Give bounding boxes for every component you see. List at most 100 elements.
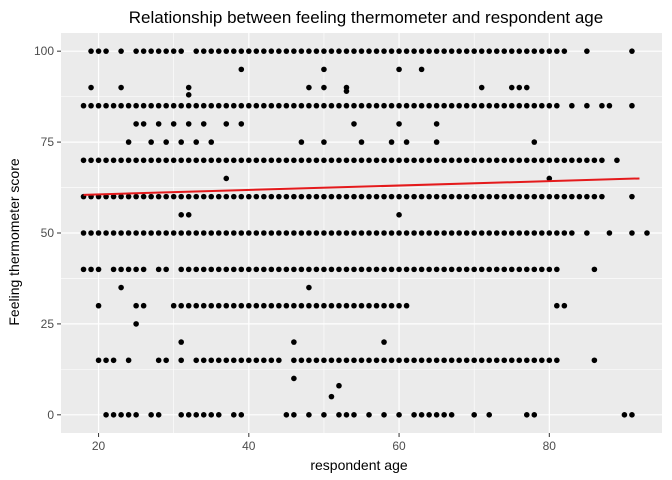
data-point: [253, 302, 260, 309]
data-point: [351, 121, 357, 127]
data-point: [298, 266, 305, 273]
data-point: [200, 266, 207, 273]
data-point: [291, 157, 297, 164]
data-point: [426, 412, 432, 418]
data-point: [238, 48, 245, 54]
data-point: [268, 102, 275, 109]
data-point: [268, 302, 275, 309]
data-point: [230, 412, 237, 418]
data-point: [388, 102, 395, 109]
data-point: [321, 48, 327, 54]
data-point: [118, 266, 124, 273]
data-point: [306, 302, 312, 309]
data-point: [298, 193, 305, 200]
data-point: [351, 102, 357, 109]
data-point: [336, 382, 342, 389]
data-point: [418, 357, 425, 364]
data-point: [463, 357, 470, 364]
data-point: [599, 157, 605, 164]
data-point: [456, 230, 462, 236]
data-point: [343, 48, 350, 54]
data-point: [133, 412, 139, 418]
data-point: [531, 157, 538, 164]
data-point: [448, 48, 455, 54]
data-point: [463, 266, 470, 273]
data-point: [358, 302, 365, 309]
data-point: [321, 84, 327, 91]
data-point: [546, 193, 553, 200]
trend-line-group: [83, 177, 640, 196]
data-point: [531, 139, 538, 145]
data-point: [321, 302, 327, 309]
data-point: [606, 102, 613, 109]
data-point: [366, 266, 372, 273]
data-point: [396, 66, 402, 73]
data-point: [238, 157, 245, 164]
data-point: [313, 102, 320, 109]
data-point: [276, 157, 282, 164]
data-point: [448, 412, 455, 418]
data-point: [531, 193, 538, 200]
data-point: [403, 139, 410, 145]
data-point: [418, 157, 425, 164]
data-point: [268, 193, 275, 200]
data-point: [486, 412, 493, 418]
data-point: [88, 230, 94, 236]
data-point: [215, 357, 222, 364]
data-point: [629, 193, 635, 200]
data-point: [193, 412, 200, 418]
data-point: [396, 48, 402, 54]
data-point: [396, 230, 402, 236]
data-point: [411, 102, 417, 109]
data-point: [478, 48, 485, 54]
data-point: [441, 412, 447, 418]
data-point: [118, 157, 124, 164]
data-point: [561, 193, 568, 200]
data-point: [456, 102, 462, 109]
data-point: [403, 48, 410, 54]
data-point: [140, 102, 147, 109]
data-point: [283, 266, 290, 273]
data-point: [441, 193, 447, 200]
data-point: [591, 357, 598, 364]
data-point: [396, 121, 402, 127]
data-point: [388, 139, 395, 145]
data-point: [508, 266, 515, 273]
data-point: [103, 48, 109, 54]
data-point: [193, 139, 200, 145]
data-point: [441, 357, 447, 364]
data-point: [110, 102, 117, 109]
data-point: [306, 230, 312, 236]
data-point: [261, 266, 267, 273]
data-point: [433, 357, 440, 364]
data-point: [328, 393, 335, 400]
data-point: [546, 157, 553, 164]
data-point: [208, 412, 215, 418]
data-point: [471, 102, 477, 109]
data-point: [118, 84, 124, 91]
data-point: [306, 157, 312, 164]
data-point: [215, 302, 222, 309]
data-point: [133, 321, 139, 327]
data-point: [253, 357, 260, 364]
data-point: [396, 302, 402, 309]
data-point: [448, 102, 455, 109]
data-point: [103, 357, 109, 364]
data-point: [403, 230, 410, 236]
data-point: [140, 121, 147, 127]
data-point: [478, 84, 485, 91]
data-point: [463, 102, 470, 109]
data-point: [185, 102, 192, 109]
data-point: [200, 157, 207, 164]
data-point: [456, 48, 462, 54]
data-point: [163, 193, 169, 200]
data-point: [163, 139, 169, 145]
data-point: [291, 102, 297, 109]
data-point: [523, 84, 530, 91]
data-point: [358, 266, 365, 273]
data-point: [584, 193, 590, 200]
data-point: [328, 193, 335, 200]
data-point: [523, 193, 530, 200]
data-point: [471, 357, 477, 364]
data-point: [554, 230, 560, 236]
